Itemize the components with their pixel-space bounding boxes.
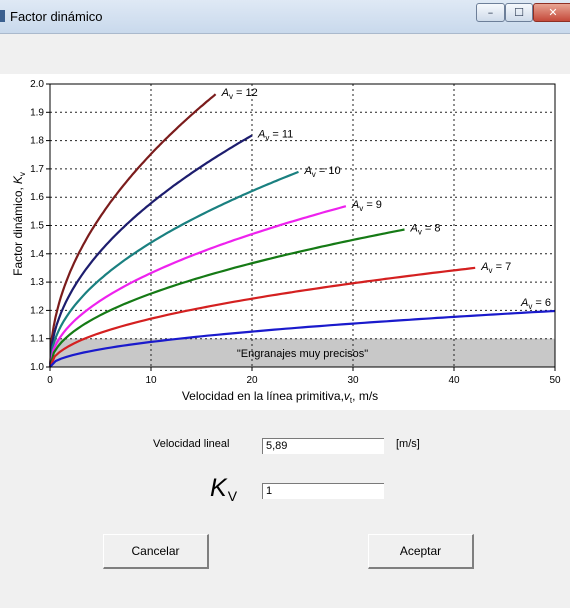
x-tick-label: 40: [448, 375, 460, 386]
y-tick-label: 1.8: [30, 136, 44, 147]
series-line-av-11: [48, 134, 253, 368]
series-label-av-7: Av = 7: [480, 261, 511, 275]
app-icon: [0, 10, 5, 22]
curve-labels: Av = 12 Av = 11 Av = 10 Av = 9 Av = 8 Av = 7 A…: [221, 87, 551, 311]
x-tick-label: 10: [145, 375, 157, 386]
title-bar[interactable]: Factor dinámico – ☐ ✕: [0, 0, 570, 34]
cancel-button[interactable]: Cancelar: [103, 534, 209, 569]
minimize-button[interactable]: –: [476, 3, 505, 22]
y-axis-var: K: [11, 175, 25, 184]
y-axis-label-text: Factor dinámico,: [11, 187, 25, 276]
series-line-av-7: [48, 266, 476, 368]
velocity-input[interactable]: 5,89: [262, 438, 384, 454]
y-axis-sub: v: [18, 172, 27, 176]
kv-symbol: KV: [210, 474, 237, 504]
ticks: 0 10 20 30 40 50 1.0 1.1 1.2 1.3 1.4 1.5 1.6 1.7 1.8 1.…: [30, 79, 561, 386]
x-axis-label: Velocidad en la línea primitiva,vt, m/s: [182, 389, 378, 405]
x-tick-label: 20: [246, 375, 258, 386]
x-axis-var: v: [344, 389, 351, 403]
x-axis-label-text: Velocidad en la línea primitiva,: [182, 389, 344, 403]
precision-band-label: "Engranajes muy precisos": [237, 348, 368, 360]
y-tick-label: 1.7: [30, 164, 44, 175]
series-line-av-8: [48, 228, 405, 368]
maximize-icon: ☐: [514, 6, 524, 19]
series-line-av-10: [48, 170, 299, 368]
series-label-av-10: Av = 10: [303, 165, 340, 179]
kv-symbol-sub: V: [227, 488, 238, 504]
x-axis-unit: , m/s: [352, 389, 378, 403]
kv-symbol-letter: K: [210, 474, 227, 502]
y-tick-label: 1.9: [30, 107, 44, 118]
kv-input[interactable]: 1: [262, 483, 384, 499]
y-tick-label: 1.0: [30, 362, 44, 373]
maximize-button[interactable]: ☐: [505, 3, 533, 22]
x-tick-label: 0: [47, 375, 53, 386]
velocity-label: Velocidad lineal: [153, 438, 230, 450]
series-label-av-9: Av = 9: [351, 199, 382, 213]
y-axis-label: Factor dinámico, Kv: [11, 172, 27, 276]
y-tick-label: 1.3: [30, 277, 44, 288]
series-line-av-9: [48, 205, 347, 368]
y-tick-label: 1.2: [30, 305, 44, 316]
x-tick-label: 50: [549, 375, 561, 386]
series-line-av-12: [48, 93, 217, 368]
series-label-av-6: Av = 6: [520, 297, 551, 311]
close-button[interactable]: ✕: [533, 3, 570, 22]
y-tick-label: 1.1: [30, 334, 44, 345]
x-axis-sub: t: [350, 396, 353, 405]
y-tick-label: 1.4: [30, 249, 44, 260]
y-tick-label: 2.0: [30, 79, 44, 90]
close-icon: ✕: [548, 6, 558, 19]
series-label-av-12: Av = 12: [221, 87, 258, 101]
minimize-icon: –: [487, 6, 494, 19]
series-line-av-6: [49, 309, 556, 368]
velocity-unit: [m/s]: [396, 438, 420, 450]
x-tick-label: 30: [347, 375, 359, 386]
chart-panel: "Engranajes muy precisos" 0 10 20 30 40 50 1.0…: [0, 74, 570, 410]
dynamic-factor-chart: "Engranajes muy precisos" 0 10 20 30 40 50 1.0…: [11, 79, 561, 405]
y-tick-label: 1.5: [30, 221, 44, 232]
accept-button[interactable]: Aceptar: [368, 534, 474, 569]
series-label-av-8: Av = 8: [410, 223, 441, 237]
series-label-av-11: Av = 11: [257, 128, 293, 142]
window-title: Factor dinámico: [10, 9, 103, 24]
curves: [48, 93, 556, 368]
y-tick-label: 1.6: [30, 192, 44, 203]
grid: [50, 84, 555, 367]
